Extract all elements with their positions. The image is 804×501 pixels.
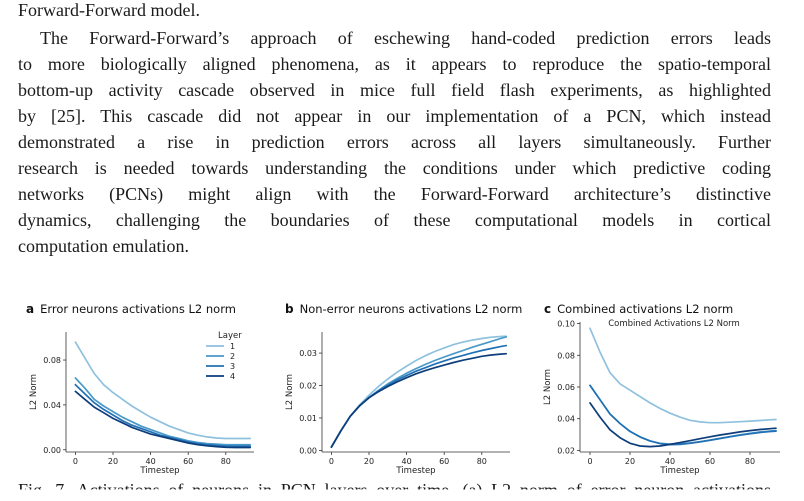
x-axis-label: Timestep <box>395 466 435 476</box>
paragraph-line: computation emulation. <box>18 236 189 256</box>
paragraph-line: networks (PCNs) might align with the For… <box>18 184 771 204</box>
x-axis-label: Timestep <box>139 466 179 476</box>
x-tick-label: 40 <box>665 457 675 466</box>
y-tick-label: 0.08 <box>43 356 61 365</box>
y-tick-label: 0.04 <box>557 415 575 424</box>
y-tick-label: 0.00 <box>43 446 61 455</box>
paragraph-line: by [25]. This cascade did not appear in … <box>18 106 771 126</box>
x-tick-label: 40 <box>146 457 156 466</box>
x-tick-label: 60 <box>705 457 715 466</box>
x-tick-label: 20 <box>108 457 118 466</box>
x-axis-label: Timestep <box>659 466 699 476</box>
series-line-layer-3 <box>74 383 252 448</box>
series-line-layer-2 <box>74 377 252 446</box>
series-line-layer-1 <box>74 341 252 440</box>
x-tick-label: 40 <box>402 457 412 466</box>
series-line-layer-3 <box>589 384 777 446</box>
chart-subtitle: Combined Activations L2 Norm <box>608 319 740 329</box>
series-line-layer-2 <box>330 336 508 448</box>
paragraph-line: to more biologically aligned phenomena, … <box>18 54 771 74</box>
y-axis-label: L2 Norm <box>29 374 39 410</box>
x-tick-label: 80 <box>221 457 231 466</box>
series-line-layer-4 <box>74 390 252 449</box>
x-tick-label: 20 <box>625 457 635 466</box>
y-tick-label: 0.10 <box>557 320 575 329</box>
panel-c-title: c Combined activations L2 norm <box>544 302 734 316</box>
series-line-layer-4 <box>330 352 508 448</box>
series-line-layer-3 <box>330 344 508 448</box>
y-tick-label: 0.08 <box>557 351 575 360</box>
figure-caption: Fig. 7. Activations of neurons in PCN la… <box>18 480 771 500</box>
panel-a-title: a Error neurons activations L2 norm <box>26 302 236 316</box>
y-tick-label: 0.02 <box>299 382 317 391</box>
x-tick-label: 0 <box>73 457 78 466</box>
legend-title: Layer <box>218 331 242 341</box>
legend-label: 2 <box>230 352 235 361</box>
x-tick-label: 20 <box>364 457 374 466</box>
series-line-layer-1 <box>589 327 777 424</box>
x-tick-label: 0 <box>587 457 592 466</box>
panel-b-title: b Non-error neurons activations L2 norm <box>285 302 523 316</box>
chart-error-neurons: 0 20 40 60 80 0.00 0.04 0.08 Timestep L2 Norm Laye… <box>29 331 254 476</box>
paragraph-line: bottom-up activity cascade observed in m… <box>18 80 771 100</box>
legend-label: 1 <box>230 342 235 351</box>
series-line-layer-1 <box>330 335 508 448</box>
x-tick-label: 80 <box>477 457 487 466</box>
x-tick-label: 60 <box>439 457 449 466</box>
x-tick-label: 80 <box>745 457 755 466</box>
paragraph-line: demonstrated a rise in prediction errors… <box>18 132 771 152</box>
series-line-layer-4 <box>589 402 777 448</box>
paragraph-line: dynamics, challenging the boundaries of … <box>18 210 771 230</box>
legend-label: 3 <box>230 362 235 371</box>
x-tick-label: 0 <box>329 457 334 466</box>
y-axis-label: L2 Norm <box>543 369 553 405</box>
y-axis-label: L2 Norm <box>285 374 295 410</box>
chart-non-error-neurons: 0 20 40 60 80 0.00 0.01 0.02 0.03 Timestep L2 Norm <box>285 332 510 476</box>
legend-label: 4 <box>230 372 235 381</box>
paragraph-line: The Forward-Forward’s approach of eschew… <box>40 28 771 48</box>
y-tick-label: 0.01 <box>299 414 317 423</box>
x-tick-label: 60 <box>183 457 193 466</box>
paragraph-line: research is needed towards understanding… <box>18 158 771 178</box>
chart-combined-activations: 0 20 40 60 80 0.02 0.04 0.06 0.08 0.10 Timestep L2 … <box>543 319 780 476</box>
y-tick-label: 0.06 <box>557 383 575 392</box>
paragraph-line: Forward-Forward model. <box>18 0 200 20</box>
y-tick-label: 0.02 <box>557 446 575 455</box>
y-tick-label: 0.04 <box>43 401 61 410</box>
y-tick-label: 0.03 <box>299 349 317 358</box>
y-tick-label: 0.00 <box>299 446 317 455</box>
